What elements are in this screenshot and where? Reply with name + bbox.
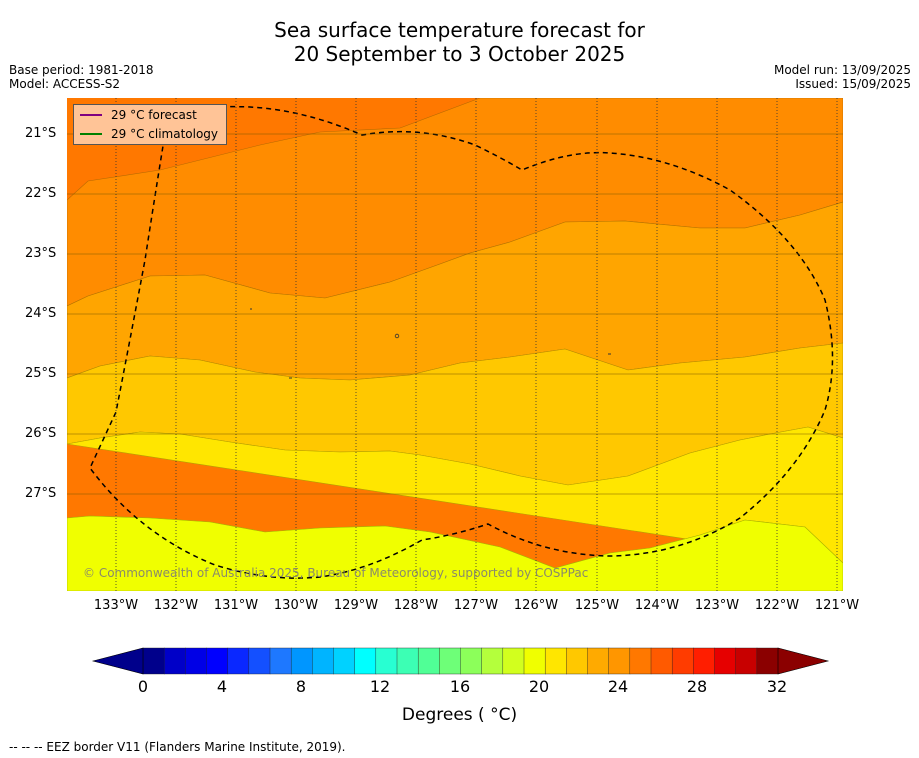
colorbar-cell: [290, 647, 313, 675]
meta-left: Base period: 1981-2018 Model: ACCESS-S2: [9, 63, 154, 91]
latitude-label: 25°S: [25, 366, 57, 381]
sst-map: [67, 98, 843, 591]
colorbar-cell: [163, 647, 186, 675]
colorbar-units: Degrees ( °C): [401, 705, 518, 725]
longitude-label: 128°W: [393, 598, 439, 613]
latitude-label: 23°S: [25, 246, 57, 261]
title-line-1: Sea surface temperature forecast for: [274, 18, 645, 42]
copyright-text: © Commonwealth of Australia 2025, Bureau…: [83, 566, 589, 580]
colorbar-cell: [248, 647, 271, 675]
colorbar-cell: [269, 647, 292, 675]
colorbar-cell: [142, 647, 165, 675]
colorbar-cell: [650, 647, 673, 675]
colorbar-cell: [671, 647, 694, 675]
colorbar-cell: [481, 647, 504, 675]
longitude-label: 122°W: [754, 598, 800, 613]
colorbar-cell: [333, 647, 356, 675]
colorbar-low-arrow: [91, 647, 144, 675]
colorbar-cell: [502, 647, 525, 675]
colorbar-cell: [756, 647, 779, 675]
colorbar-cell: [714, 647, 737, 675]
colorbar-tick-label: 0: [137, 677, 149, 696]
colorbar-cell: [629, 647, 652, 675]
base-period: Base period: 1981-2018: [9, 63, 154, 77]
longitude-label: 125°W: [574, 598, 620, 613]
longitude-label: 123°W: [694, 598, 740, 613]
colorbar-tick-label: 4: [216, 677, 228, 696]
colorbar-cell: [312, 647, 335, 675]
title-line-2: 20 September to 3 October 2025: [293, 42, 626, 66]
latitude-label: 22°S: [25, 186, 57, 201]
colorbar-cell: [417, 647, 440, 675]
legend-forecast-label: 29 °C forecast: [111, 108, 197, 122]
colorbar: [91, 647, 830, 675]
colorbar-cell: [227, 647, 250, 675]
colorbar-cell: [608, 647, 631, 675]
colorbar-tick-label: 8: [295, 677, 307, 696]
longitude-label: 130°W: [273, 598, 319, 613]
band-22-23: [67, 515, 843, 591]
longitude-label: 129°W: [333, 598, 379, 613]
colorbar-cell: [439, 647, 462, 675]
colorbar-tick-label: 32: [766, 677, 788, 696]
colorbar-cell: [735, 647, 758, 675]
colorbar-cell: [185, 647, 207, 675]
colorbar-high-arrow: [777, 647, 830, 675]
latitude-label: 21°S: [25, 126, 57, 141]
chart-title: Sea surface temperature forecast for 20 …: [0, 18, 919, 66]
legend-climatology-label: 29 °C climatology: [111, 127, 219, 141]
issued-date: Issued: 15/09/2025: [795, 77, 911, 91]
longitude-label: 133°W: [93, 598, 139, 613]
colorbar-cell: [460, 647, 483, 675]
colorbar-tick-label: 24: [607, 677, 629, 696]
longitude-label: 124°W: [634, 598, 680, 613]
legend-climatology-line: [80, 133, 102, 135]
longitude-label: 121°W: [814, 598, 860, 613]
colorbar-cell: [396, 647, 419, 675]
colorbar-cell: [587, 647, 610, 675]
legend-forecast-line: [80, 114, 102, 116]
colorbar-tick-label: 20: [528, 677, 550, 696]
legend-forecast: 29 °C forecast: [80, 107, 197, 123]
latitude-label: 24°S: [25, 306, 57, 321]
colorbar-cell: [354, 647, 377, 675]
model-name: Model: ACCESS-S2: [9, 77, 121, 91]
colorbar-tick-label: 16: [449, 677, 471, 696]
longitude-label: 127°W: [453, 598, 499, 613]
legend-climatology: 29 °C climatology: [80, 126, 218, 142]
colorbar-cell: [544, 647, 567, 675]
latitude-label: 27°S: [25, 486, 57, 501]
longitude-label: 131°W: [213, 598, 259, 613]
colorbar-cell: [693, 647, 715, 675]
island-marker: [394, 333, 400, 339]
meta-right: Model run: 13/09/2025 Issued: 15/09/2025: [774, 63, 911, 91]
colorbar-cell: [523, 647, 546, 675]
longitude-label: 126°W: [513, 598, 559, 613]
longitude-label: 132°W: [153, 598, 199, 613]
colorbar-cell: [375, 647, 398, 675]
colorbar-cell: [566, 647, 588, 675]
eez-footnote: -- -- -- EEZ border V11 (Flanders Marine…: [9, 740, 346, 754]
colorbar-cell: [206, 647, 229, 675]
latitude-label: 26°S: [25, 426, 57, 441]
legend-box: 29 °C forecast 29 °C climatology: [73, 104, 227, 145]
model-run: Model run: 13/09/2025: [773, 63, 911, 77]
colorbar-tick-label: 28: [686, 677, 708, 696]
colorbar-tick-label: 12: [369, 677, 391, 696]
